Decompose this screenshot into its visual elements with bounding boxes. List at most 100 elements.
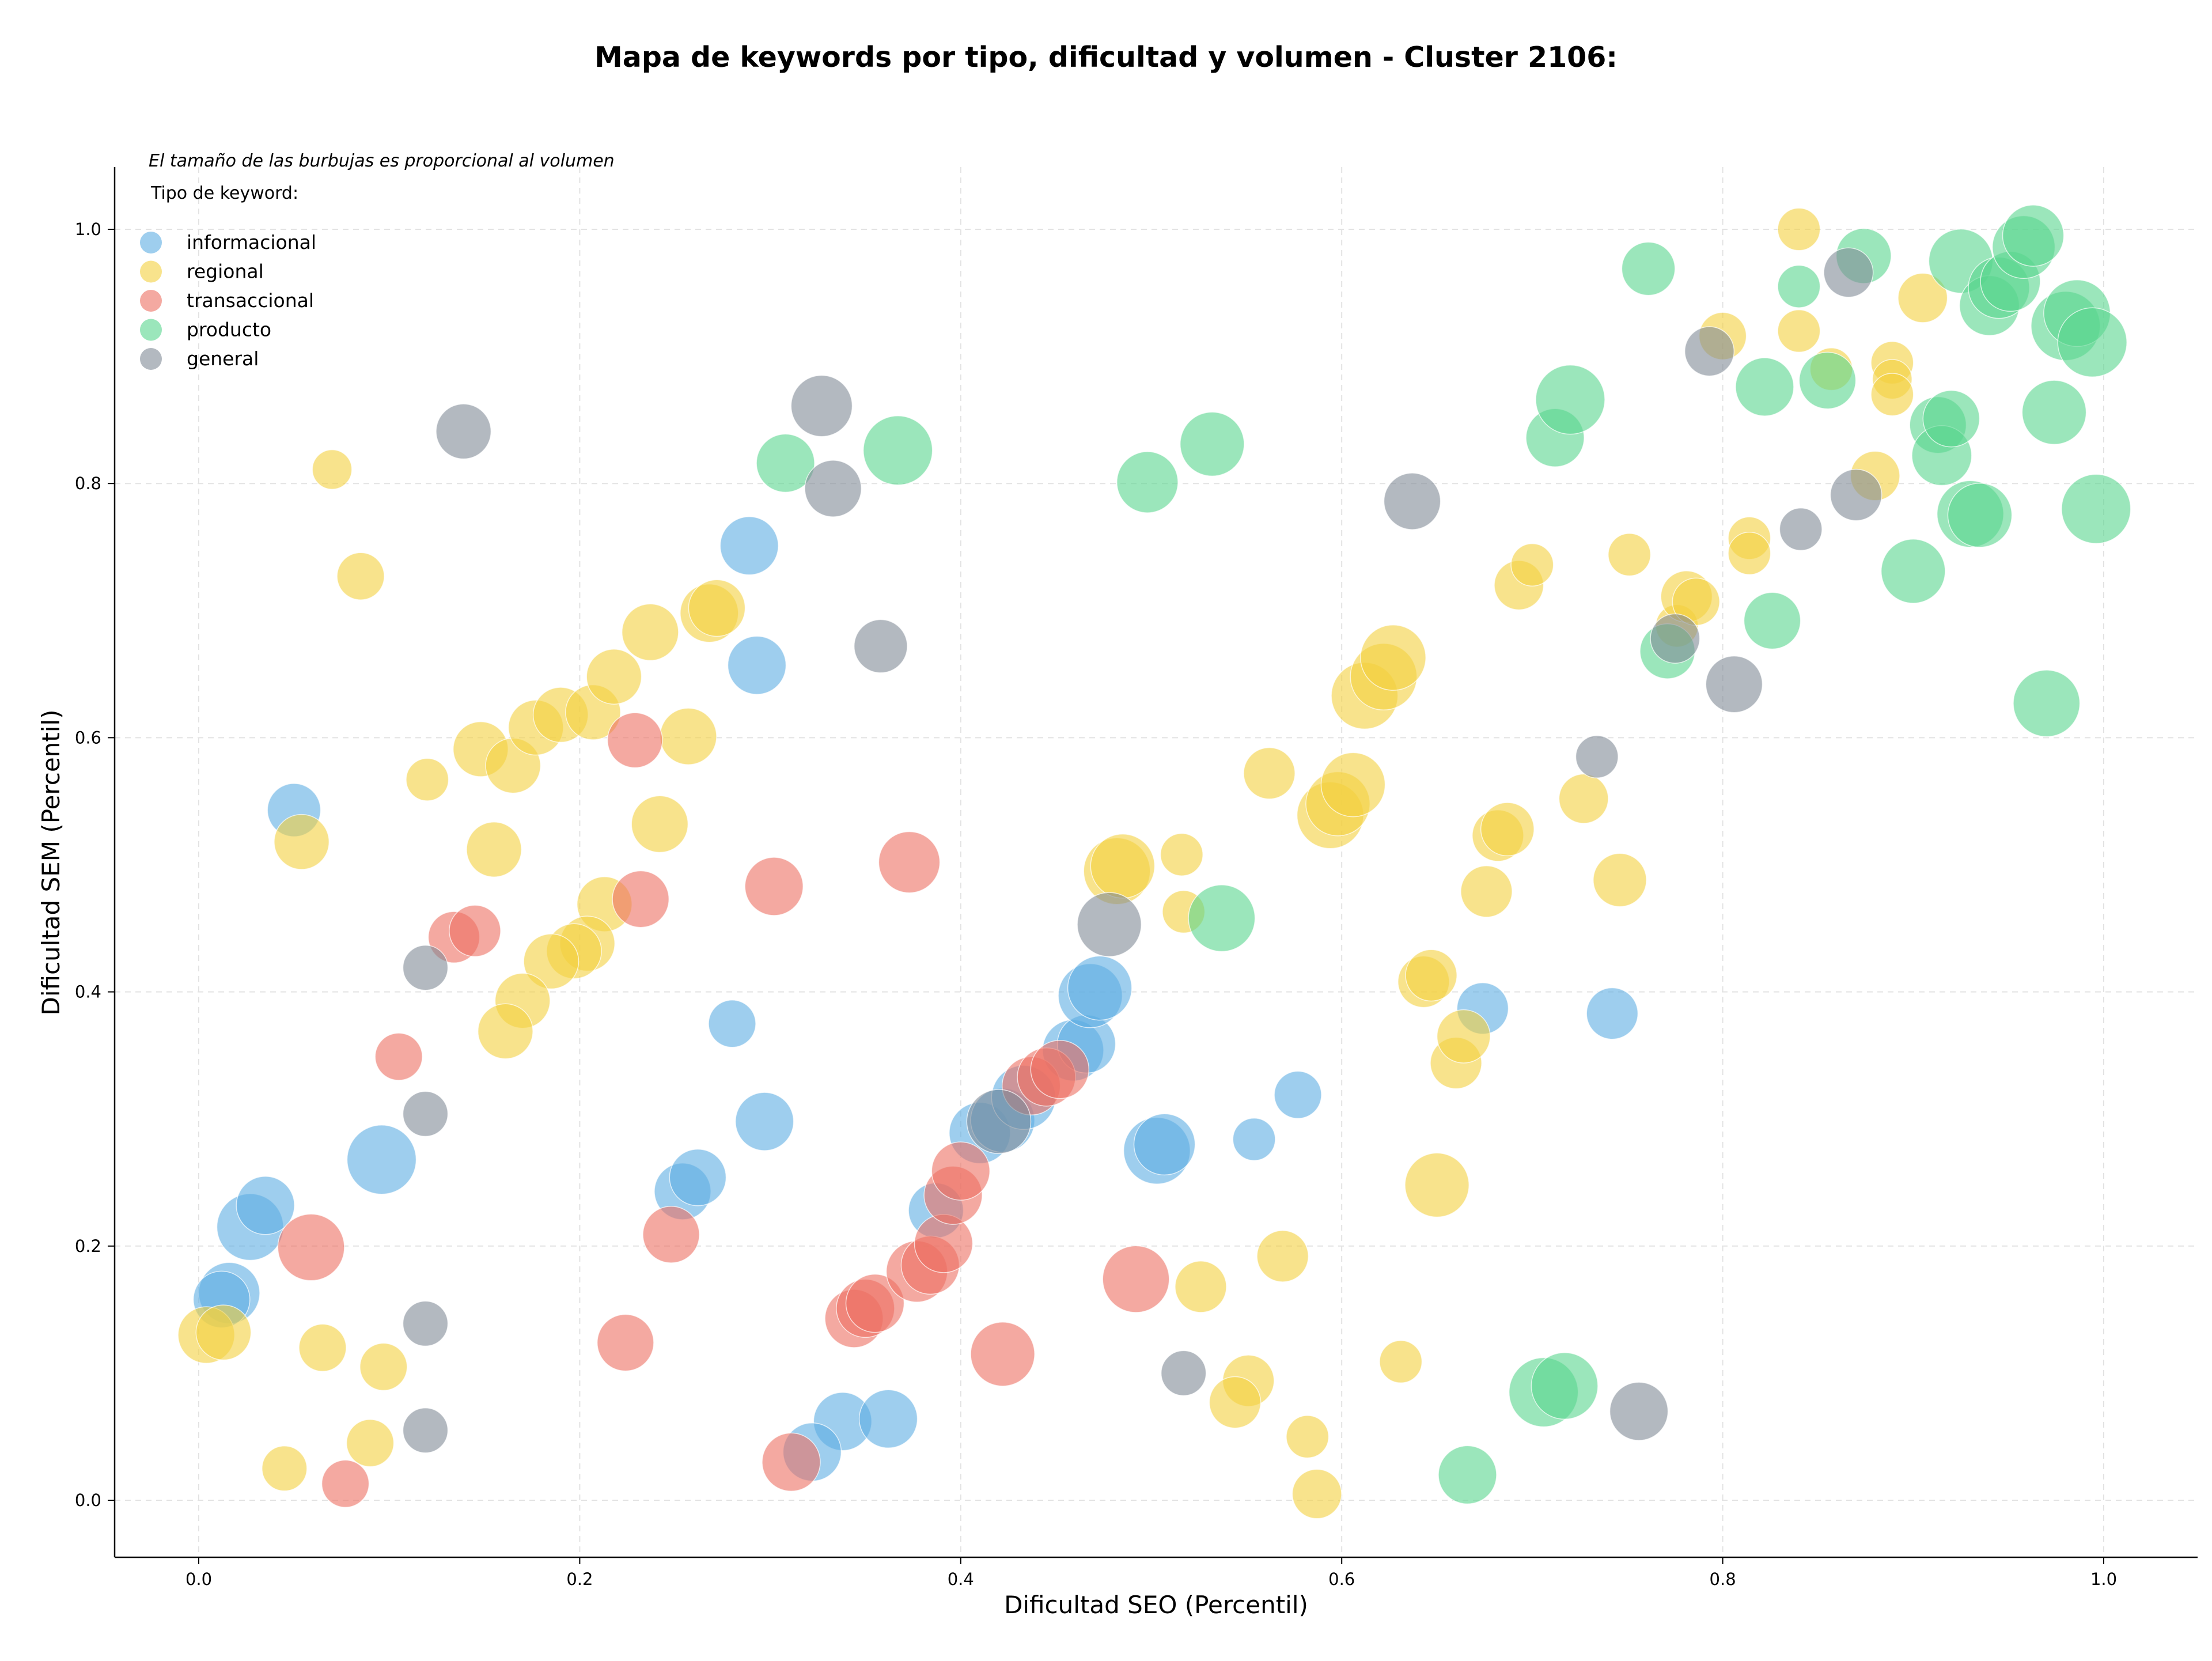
- bubble-producto: [1179, 411, 1245, 477]
- y-axis-label: Dificultad SEM (Percentil): [37, 710, 65, 1016]
- bubble-regional: [688, 579, 746, 637]
- bubble-general: [966, 1089, 1032, 1154]
- bubble-regional: [1209, 1376, 1262, 1429]
- bubble-regional: [1777, 207, 1821, 251]
- legend-label-regional: regional: [187, 260, 264, 283]
- bubble-regional: [1870, 373, 1914, 417]
- bubble-informacional: [734, 1092, 794, 1151]
- bubble-producto: [1621, 241, 1676, 296]
- bubble-general: [402, 944, 449, 991]
- bubble-regional: [1558, 773, 1609, 824]
- legend-marker-general: [140, 348, 162, 370]
- bubble-informacional: [1067, 955, 1132, 1021]
- bubble-producto: [2057, 307, 2127, 378]
- bubble-producto: [1531, 1352, 1599, 1420]
- bubble-regional: [1360, 624, 1426, 691]
- bubble-regional: [1286, 1415, 1330, 1459]
- bubble-transaccional: [374, 1032, 423, 1081]
- bubble-producto: [1922, 389, 1980, 448]
- bubble-regional: [336, 552, 385, 600]
- bubble-producto: [862, 415, 933, 486]
- bubble-informacional: [719, 516, 779, 576]
- bubble-regional: [1160, 833, 1203, 876]
- bubble-regional: [1460, 865, 1513, 918]
- bubble-producto: [1798, 351, 1857, 410]
- bubbles-layer: [177, 205, 2131, 1519]
- bubble-transaccional: [449, 905, 501, 958]
- bubble-regional: [1608, 533, 1652, 577]
- y-tick-label: 1.0: [75, 220, 101, 239]
- bubble-informacional: [1232, 1117, 1276, 1161]
- bubble-regional: [631, 795, 689, 853]
- bubble-regional: [1090, 833, 1156, 899]
- bubble-producto: [1947, 482, 2013, 548]
- x-tick-label: 0.0: [185, 1569, 212, 1589]
- tick-labels: 0.0 0.0 0.2 0.2 0.4 0.4 0.6 0.6 0.8 0.8 1.0 1.0: [75, 220, 2117, 1589]
- bubble-producto: [1880, 539, 1946, 604]
- bubble-regional: [466, 822, 522, 877]
- chart-title: Mapa de keywords por tipo, dificultad y …: [594, 41, 1618, 74]
- legend-label-producto: producto: [187, 319, 271, 341]
- bubble-transaccional: [762, 1432, 821, 1492]
- bubble-regional: [1728, 531, 1771, 576]
- bubble-informacional: [1274, 1070, 1322, 1119]
- bubble-regional: [1777, 309, 1821, 353]
- bubble-regional: [586, 649, 642, 705]
- bubble-producto: [1438, 1445, 1497, 1505]
- bubble-regional: [1480, 802, 1535, 857]
- bubble-transaccional: [596, 1314, 654, 1372]
- bubble-informacional: [236, 1175, 295, 1235]
- legend-label-informacional: informacional: [187, 231, 316, 253]
- bubble-producto: [1743, 592, 1801, 650]
- bubble-regional: [359, 1342, 408, 1391]
- y-tick-label: 0.0: [75, 1490, 101, 1510]
- bubble-regional: [1379, 1340, 1423, 1384]
- axes: [113, 167, 2198, 1558]
- bubble-general: [1575, 735, 1619, 779]
- bubble-general: [435, 403, 492, 460]
- bubble-regional: [1175, 1261, 1227, 1313]
- x-tick-label: 0.8: [1710, 1569, 1736, 1589]
- y-tick-label: 0.2: [75, 1236, 101, 1256]
- bubble-transaccional: [845, 1273, 905, 1333]
- bubble-general: [1684, 326, 1735, 377]
- bubble-regional: [1897, 273, 1948, 323]
- bubble-producto: [2013, 669, 2081, 737]
- bubble-transaccional: [607, 712, 663, 769]
- bubble-general: [1609, 1382, 1669, 1441]
- bubble-general: [790, 374, 853, 437]
- legend-marker-transaccional: [140, 290, 162, 312]
- y-tick-label: 0.4: [75, 982, 101, 1002]
- bubble-informacional: [669, 1148, 727, 1206]
- bubble-general: [1650, 613, 1700, 664]
- bubble-informacional: [1133, 1113, 1196, 1176]
- bubble-regional: [523, 933, 579, 990]
- x-tick-label: 0.4: [948, 1569, 974, 1589]
- bubble-transaccional: [321, 1459, 370, 1508]
- bubble-transaccional: [931, 1141, 991, 1201]
- y-tick-label: 0.8: [75, 474, 101, 493]
- bubble-regional: [346, 1418, 395, 1467]
- bubble-producto: [1116, 451, 1179, 513]
- x-tick-label: 0.2: [566, 1569, 593, 1589]
- bubble-producto: [2002, 205, 2065, 267]
- bubble-regional: [1405, 949, 1457, 1002]
- bubble-general: [1383, 472, 1441, 530]
- bubble-producto: [1535, 364, 1605, 435]
- bubble-informacional: [346, 1125, 417, 1195]
- bubble-general: [853, 619, 908, 674]
- bubble-general: [1823, 247, 1874, 298]
- bubble-informacional: [1586, 987, 1639, 1040]
- bubble-informacional: [727, 635, 787, 695]
- legend-label-general: general: [187, 347, 259, 370]
- bubble-producto: [756, 433, 815, 493]
- x-tick-label: 1.0: [2090, 1569, 2117, 1589]
- legend-marker-regional: [140, 260, 162, 283]
- bubble-regional: [1320, 752, 1386, 818]
- bubble-general: [1160, 1350, 1207, 1397]
- bubble-general: [1779, 508, 1823, 551]
- bubble-regional: [195, 1304, 252, 1361]
- legend-marker-producto: [140, 319, 162, 341]
- bubble-transaccional: [1102, 1245, 1170, 1313]
